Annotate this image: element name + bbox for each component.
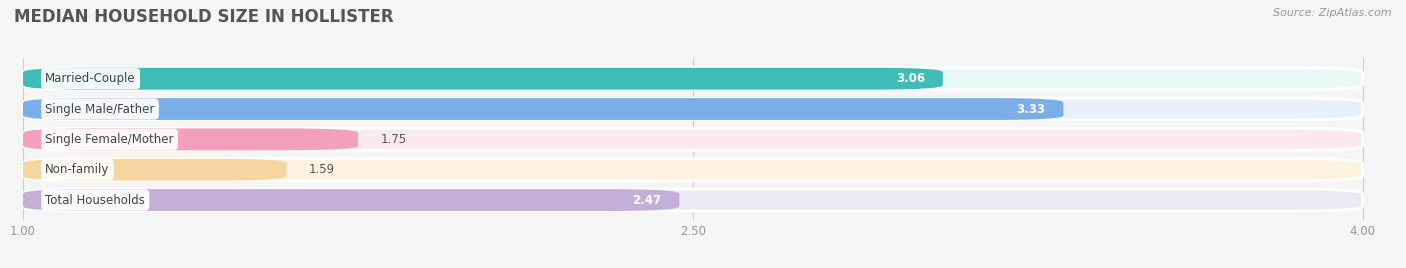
FancyBboxPatch shape bbox=[22, 98, 1063, 120]
FancyBboxPatch shape bbox=[22, 68, 1362, 90]
FancyBboxPatch shape bbox=[22, 128, 359, 150]
FancyBboxPatch shape bbox=[22, 159, 1362, 181]
Text: Single Female/Mother: Single Female/Mother bbox=[45, 133, 174, 146]
Text: Source: ZipAtlas.com: Source: ZipAtlas.com bbox=[1274, 8, 1392, 18]
Text: 2.47: 2.47 bbox=[633, 193, 662, 207]
FancyBboxPatch shape bbox=[22, 189, 1362, 211]
Text: 3.33: 3.33 bbox=[1017, 103, 1046, 116]
Text: MEDIAN HOUSEHOLD SIZE IN HOLLISTER: MEDIAN HOUSEHOLD SIZE IN HOLLISTER bbox=[14, 8, 394, 26]
Text: 3.06: 3.06 bbox=[896, 72, 925, 85]
FancyBboxPatch shape bbox=[22, 68, 943, 90]
Text: Married-Couple: Married-Couple bbox=[45, 72, 136, 85]
FancyBboxPatch shape bbox=[22, 128, 1362, 150]
Text: 1.59: 1.59 bbox=[309, 163, 335, 176]
FancyBboxPatch shape bbox=[22, 159, 287, 181]
Text: Non-family: Non-family bbox=[45, 163, 110, 176]
Text: Single Male/Father: Single Male/Father bbox=[45, 103, 155, 116]
FancyBboxPatch shape bbox=[22, 189, 679, 211]
Text: 1.75: 1.75 bbox=[380, 133, 406, 146]
Text: Total Households: Total Households bbox=[45, 193, 145, 207]
FancyBboxPatch shape bbox=[22, 98, 1362, 120]
